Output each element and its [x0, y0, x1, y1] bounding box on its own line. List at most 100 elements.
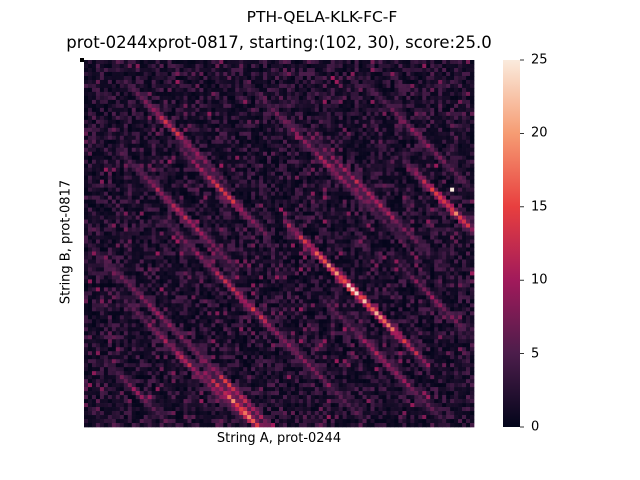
- heatmap-cell: [183, 60, 187, 64]
- heatmap-cell: [144, 84, 148, 88]
- heatmap-cell: [195, 68, 199, 72]
- heatmap-cell: [271, 100, 275, 104]
- heatmap-cell: [359, 100, 363, 104]
- heatmap-cell: [422, 228, 426, 232]
- heatmap-cell: [323, 228, 327, 232]
- heatmap-cell: [148, 176, 152, 180]
- heatmap-cell: [263, 208, 267, 212]
- heatmap-cell: [271, 96, 275, 100]
- heatmap-cell: [176, 92, 180, 96]
- heatmap-cell: [303, 156, 307, 160]
- heatmap-cell: [386, 164, 390, 168]
- heatmap-cell: [219, 72, 223, 76]
- heatmap-cell: [223, 124, 227, 128]
- heatmap-cell: [283, 76, 287, 80]
- heatmap-cell: [470, 108, 474, 112]
- heatmap-cell: [183, 188, 187, 192]
- heatmap-cell: [120, 68, 124, 72]
- heatmap-cell: [351, 112, 355, 116]
- heatmap-cell: [434, 240, 438, 244]
- heatmap-cell: [195, 92, 199, 96]
- heatmap-cell: [112, 224, 116, 228]
- heatmap-cell: [402, 220, 406, 224]
- heatmap-cell: [311, 76, 315, 80]
- heatmap-cell: [331, 255, 335, 259]
- heatmap-cell: [462, 76, 466, 80]
- heatmap-cell: [458, 232, 462, 236]
- heatmap-cell: [231, 160, 235, 164]
- heatmap-cell: [215, 88, 219, 92]
- heatmap-cell: [339, 184, 343, 188]
- heatmap-cell: [211, 212, 215, 216]
- heatmap-cell: [339, 128, 343, 132]
- heatmap-cell: [140, 160, 144, 164]
- heatmap-cell: [219, 104, 223, 108]
- heatmap-cell: [299, 228, 303, 232]
- heatmap-cell: [152, 216, 156, 220]
- heatmap-cell: [382, 80, 386, 84]
- heatmap-cell: [219, 204, 223, 208]
- heatmap-cell: [207, 128, 211, 132]
- heatmap-cell: [327, 172, 331, 176]
- heatmap-cell: [371, 88, 375, 92]
- heatmap-cell: [235, 60, 239, 64]
- heatmap-cell: [104, 60, 108, 64]
- heatmap-cell: [84, 120, 88, 124]
- heatmap-cell: [255, 116, 259, 120]
- heatmap-cell: [112, 136, 116, 140]
- heatmap-cell: [422, 136, 426, 140]
- heatmap-cell: [124, 76, 128, 80]
- heatmap-cell: [144, 148, 148, 152]
- heatmap-cell: [132, 96, 136, 100]
- heatmap-cell: [108, 244, 112, 248]
- heatmap-cell: [331, 104, 335, 108]
- heatmap-cell: [263, 160, 267, 164]
- heatmap-cell: [430, 228, 434, 232]
- heatmap-cell: [323, 232, 327, 236]
- heatmap-cell: [164, 212, 168, 216]
- heatmap-cell: [462, 204, 466, 208]
- heatmap-cell: [450, 192, 454, 196]
- heatmap-cell: [327, 236, 331, 240]
- heatmap-cell: [191, 96, 195, 100]
- heatmap-cell: [116, 196, 120, 200]
- heatmap-cell: [390, 128, 394, 132]
- heatmap-cell: [128, 176, 132, 180]
- heatmap-cell: [247, 180, 251, 184]
- heatmap-cell: [136, 255, 140, 259]
- heatmap-cell: [164, 64, 168, 68]
- heatmap-cell: [104, 76, 108, 80]
- heatmap-cell: [160, 168, 164, 172]
- heatmap-cell: [207, 148, 211, 152]
- heatmap-cell: [470, 228, 474, 232]
- heatmap-cell: [394, 184, 398, 188]
- heatmap-cell: [331, 184, 335, 188]
- heatmap-cell: [132, 92, 136, 96]
- heatmap-cell: [442, 192, 446, 196]
- heatmap-cell: [359, 255, 363, 259]
- heatmap-cell: [402, 164, 406, 168]
- heatmap-cell: [84, 180, 88, 184]
- heatmap-cell: [112, 228, 116, 232]
- heatmap-cell: [319, 140, 323, 144]
- heatmap-cell: [371, 216, 375, 220]
- heatmap-cell: [394, 196, 398, 200]
- heatmap-cell: [96, 144, 100, 148]
- heatmap-cell: [414, 244, 418, 248]
- heatmap-cell: [454, 68, 458, 72]
- heatmap-cell: [418, 124, 422, 128]
- heatmap-cell: [191, 164, 195, 168]
- heatmap-cell: [231, 108, 235, 112]
- heatmap-cell: [319, 128, 323, 132]
- heatmap-cell: [402, 228, 406, 232]
- heatmap-cell: [319, 192, 323, 196]
- heatmap-cell: [335, 216, 339, 220]
- heatmap-cell: [355, 164, 359, 168]
- heatmap-cell: [271, 204, 275, 208]
- heatmap-cell: [267, 80, 271, 84]
- heatmap-cell: [235, 64, 239, 68]
- heatmap-cell: [359, 172, 363, 176]
- heatmap-cell: [124, 255, 128, 259]
- heatmap-cell: [255, 136, 259, 140]
- heatmap-cell: [426, 220, 430, 224]
